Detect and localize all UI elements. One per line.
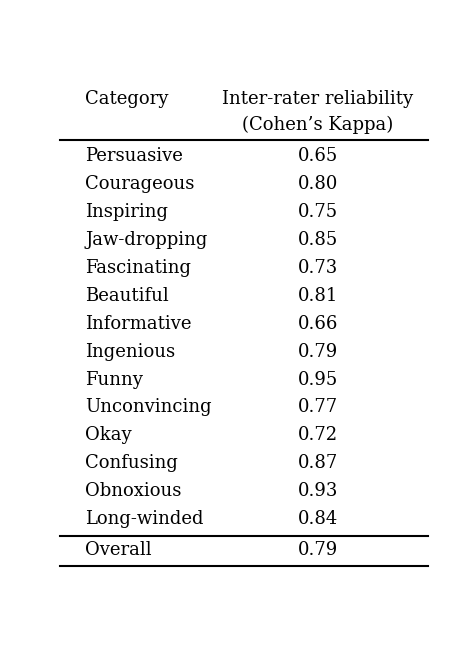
Text: 0.73: 0.73 [298,259,338,277]
Text: 0.81: 0.81 [298,287,338,305]
Text: Confusing: Confusing [85,454,178,472]
Text: Funny: Funny [85,371,143,388]
Text: Informative: Informative [85,315,192,333]
Text: 0.66: 0.66 [298,315,338,333]
Text: Fascinating: Fascinating [85,259,191,277]
Text: 0.80: 0.80 [298,175,338,193]
Text: Overall: Overall [85,541,152,559]
Text: (Cohen’s Kappa): (Cohen’s Kappa) [242,116,393,134]
Text: Ingenious: Ingenious [85,342,176,360]
Text: Unconvincing: Unconvincing [85,399,212,417]
Text: Jaw-dropping: Jaw-dropping [85,231,208,249]
Text: 0.65: 0.65 [298,147,338,165]
Text: Obnoxious: Obnoxious [85,482,182,500]
Text: 0.85: 0.85 [298,231,338,249]
Text: Okay: Okay [85,426,132,444]
Text: Long-winded: Long-winded [85,510,204,528]
Text: 0.75: 0.75 [298,203,338,221]
Text: 0.72: 0.72 [298,426,338,444]
Text: Inter-rater reliability: Inter-rater reliability [222,90,413,108]
Text: 0.77: 0.77 [298,399,338,417]
Text: Category: Category [85,90,169,108]
Text: 0.93: 0.93 [298,482,338,500]
Text: Beautiful: Beautiful [85,287,169,305]
Text: 0.79: 0.79 [298,541,338,559]
Text: Courageous: Courageous [85,175,195,193]
Text: Inspiring: Inspiring [85,203,169,221]
Text: 0.95: 0.95 [298,371,338,388]
Text: Persuasive: Persuasive [85,147,183,165]
Text: 0.87: 0.87 [298,454,338,472]
Text: 0.79: 0.79 [298,342,338,360]
Text: 0.84: 0.84 [298,510,338,528]
